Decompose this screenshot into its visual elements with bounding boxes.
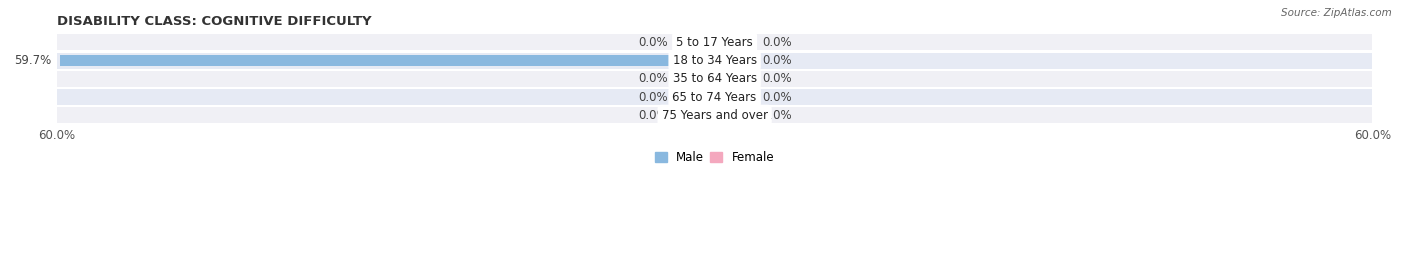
Bar: [676, 91, 714, 103]
Text: Source: ZipAtlas.com: Source: ZipAtlas.com: [1281, 8, 1392, 18]
Legend: Male, Female: Male, Female: [651, 146, 779, 169]
Bar: [56, 107, 1372, 123]
Bar: [56, 34, 1372, 51]
Bar: [56, 71, 1372, 87]
Bar: [714, 55, 754, 66]
Text: 75 Years and over: 75 Years and over: [662, 109, 768, 122]
Text: 0.0%: 0.0%: [762, 91, 792, 104]
Text: 0.0%: 0.0%: [762, 54, 792, 67]
Text: 18 to 34 Years: 18 to 34 Years: [672, 54, 756, 67]
Bar: [676, 110, 714, 121]
Bar: [714, 91, 754, 103]
Bar: [56, 53, 1372, 69]
Bar: [714, 110, 754, 121]
Text: 35 to 64 Years: 35 to 64 Years: [672, 72, 756, 85]
Text: 0.0%: 0.0%: [638, 109, 668, 122]
Bar: [676, 73, 714, 84]
Text: 0.0%: 0.0%: [762, 109, 792, 122]
Bar: [60, 55, 714, 66]
Bar: [714, 73, 754, 84]
Text: DISABILITY CLASS: COGNITIVE DIFFICULTY: DISABILITY CLASS: COGNITIVE DIFFICULTY: [56, 15, 371, 28]
Text: 59.7%: 59.7%: [14, 54, 51, 67]
Text: 0.0%: 0.0%: [762, 36, 792, 49]
Text: 0.0%: 0.0%: [762, 72, 792, 85]
Text: 0.0%: 0.0%: [638, 91, 668, 104]
Bar: [714, 37, 754, 48]
Text: 5 to 17 Years: 5 to 17 Years: [676, 36, 754, 49]
Bar: [56, 89, 1372, 105]
Text: 0.0%: 0.0%: [638, 72, 668, 85]
Text: 0.0%: 0.0%: [638, 36, 668, 49]
Bar: [676, 37, 714, 48]
Text: 65 to 74 Years: 65 to 74 Years: [672, 91, 756, 104]
